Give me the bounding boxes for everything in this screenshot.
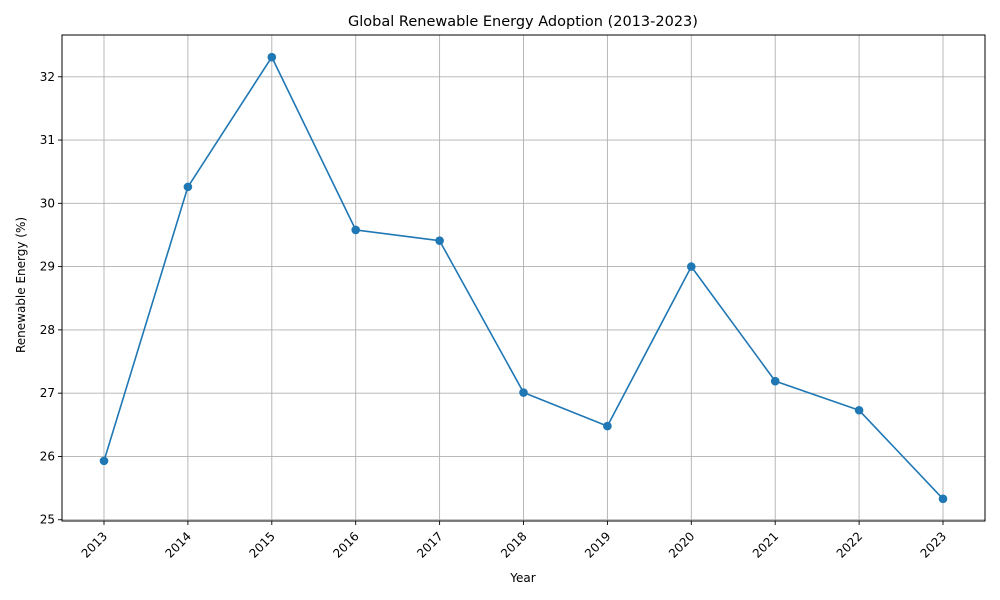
x-tick-label: 2023 [918, 529, 949, 560]
x-tick-label: 2018 [498, 529, 529, 560]
chart-title: Global Renewable Energy Adoption (2013-2… [348, 14, 698, 30]
x-tick-label: 2015 [246, 529, 277, 560]
data-point-2021 [770, 376, 780, 386]
x-tick-label: 2014 [163, 529, 194, 560]
data-point-2013 [99, 456, 109, 466]
x-tick-label: 2020 [666, 529, 697, 560]
y-tick-label: 28 [40, 323, 55, 337]
y-axis: 25 26 27 28 29 30 31 32 [40, 70, 62, 527]
y-tick-label: 29 [40, 260, 55, 274]
x-tick-label: 2017 [414, 529, 445, 560]
data-point-2023 [938, 494, 948, 504]
data-point-2015 [267, 52, 277, 62]
data-point-2016 [351, 225, 361, 235]
data-point-2019 [603, 421, 612, 431]
y-axis-label: Renewable Energy (%) [14, 217, 28, 353]
data-point-2017 [435, 236, 444, 245]
data-point-2022 [854, 405, 864, 415]
x-axis-label: Year [509, 571, 535, 585]
y-tick-label: 26 [40, 449, 55, 463]
x-tick-label: 2022 [834, 529, 865, 560]
y-tick-label: 32 [40, 70, 55, 84]
series-layer [99, 52, 948, 504]
x-tick-label: 2021 [750, 529, 781, 560]
data-point-2014 [183, 182, 193, 192]
data-point-2018 [519, 388, 528, 397]
data-point-2020 [687, 262, 696, 271]
y-tick-label: 25 [40, 513, 55, 527]
y-tick-label: 30 [40, 196, 55, 210]
x-tick-label: 2019 [582, 529, 613, 560]
x-tick-label: 2013 [79, 529, 110, 560]
grid [62, 35, 985, 521]
x-axis: 2013 2014 2015 2016 2017 2018 2019 2020 2021 2022… [79, 521, 949, 561]
x-tick-label: 2016 [330, 529, 361, 560]
y-tick-label: 27 [40, 386, 55, 400]
y-tick-label: 31 [40, 133, 55, 147]
